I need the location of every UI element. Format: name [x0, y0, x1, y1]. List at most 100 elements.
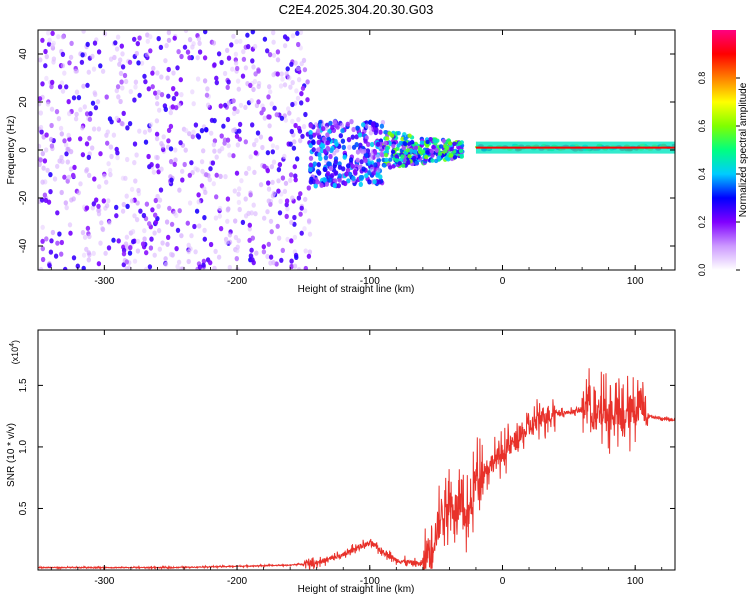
- spectrogram-cell: [269, 101, 274, 107]
- spectrogram-cell: [271, 39, 276, 45]
- spectrogram-cell: [296, 77, 302, 83]
- spectrogram-cell: [46, 41, 52, 47]
- spectrogram-cell: [223, 174, 228, 180]
- spectrogram-cell: [191, 101, 196, 107]
- spectrogram-cell: [279, 71, 284, 77]
- spectrogram-cell: [227, 264, 232, 270]
- spectrogram-cell: [279, 115, 285, 121]
- spectrogram-cell: [235, 244, 240, 250]
- spectrogram-cell: [308, 166, 313, 173]
- colorbar-tick-label: 0.4: [697, 168, 707, 181]
- spectrogram-cell: [108, 172, 113, 178]
- spectrogram-cell: [60, 51, 66, 58]
- spectrogram-cell: [54, 109, 60, 115]
- spectrogram-cell: [102, 31, 108, 37]
- spectrogram-cell: [189, 160, 194, 166]
- snr-y-multiplier: (x104): [9, 340, 20, 364]
- spectrogram-cell: [107, 116, 113, 122]
- spectrogram-cell: [48, 189, 53, 195]
- spectrogram-cell: [102, 173, 107, 179]
- spectrogram-cell: [170, 104, 175, 110]
- snr-y-multiplier-base: (x10: [10, 347, 20, 365]
- spectrogram-cell: [153, 197, 158, 204]
- spectrogram-cell: [407, 133, 412, 138]
- spectrogram-cell: [344, 171, 349, 177]
- spectrogram-cell: [43, 63, 48, 69]
- spectrogram-cell: [378, 174, 383, 180]
- spectrogram-cell: [303, 196, 308, 202]
- spectrogram-cell: [237, 121, 243, 127]
- spectrogram-cell: [358, 175, 364, 181]
- spectrogram-cell: [280, 76, 285, 82]
- spectrogram-cell: [280, 247, 285, 253]
- spectrogram-cell: [248, 192, 253, 198]
- spectrogram-cell: [187, 172, 192, 178]
- spectrogram-cell: [186, 249, 191, 255]
- spectrogram-cell: [345, 121, 350, 127]
- spectrogram-cell: [268, 136, 273, 142]
- spectrogram-cell: [361, 166, 366, 172]
- spectrogram-cell: [150, 84, 155, 90]
- spectrogram-cell: [147, 221, 152, 227]
- spectrogram-cell: [59, 189, 64, 196]
- spectrogram-cell: [333, 159, 338, 165]
- spectrogram-cell: [235, 78, 241, 84]
- spectrogram-cell: [134, 152, 139, 158]
- spectrogram-cell: [261, 249, 267, 255]
- spectrogram-cell: [266, 241, 271, 247]
- spectrogram-cell: [270, 179, 275, 185]
- spectrogram-cell: [99, 220, 104, 226]
- spectrogram-cell: [40, 179, 45, 185]
- spectrogram-cell: [233, 218, 238, 224]
- spectrogram-cell: [332, 182, 337, 189]
- spectrogram-cell: [64, 151, 69, 157]
- spectrogram-cell: [333, 170, 339, 176]
- spectrogram-cell: [65, 159, 71, 165]
- spectrogram-cell: [232, 127, 237, 133]
- spectrogram-cell: [355, 157, 360, 163]
- spectrogram-cell: [241, 56, 247, 62]
- spectrogram-cell: [44, 132, 49, 138]
- x-tick-label: -300: [94, 276, 114, 287]
- snr-frame: [37, 329, 676, 571]
- spectrogram-cell: [66, 99, 71, 105]
- spectrogram-cell: [59, 131, 64, 137]
- spectrogram-cell: [174, 246, 179, 252]
- spectrogram-cell: [149, 236, 154, 242]
- spectrogram-cell: [148, 245, 154, 251]
- spectrogram-cell: [154, 118, 160, 124]
- spectrogram-cell: [132, 36, 137, 42]
- spectrogram-cell: [125, 203, 130, 209]
- spectrogram-cell: [85, 82, 90, 88]
- spectrogram-cell: [338, 133, 343, 139]
- spectrogram-cell: [250, 257, 255, 263]
- spectrogram-cell: [253, 71, 258, 77]
- spectrogram-cell: [312, 161, 317, 167]
- spectrogram-cell: [265, 48, 270, 54]
- spectrogram-cell: [124, 259, 129, 265]
- spectrogram-cell: [271, 72, 276, 78]
- spectrogram-cell: [254, 137, 259, 143]
- spectrogram-cell: [123, 78, 129, 85]
- spectrogram-cell: [114, 146, 119, 152]
- spectrogram-cell: [225, 137, 231, 143]
- spectrogram-cell: [38, 157, 43, 163]
- spectrogram-cell: [285, 66, 290, 72]
- spectrogram-cell: [294, 254, 299, 260]
- spectrogram-cell: [334, 141, 339, 147]
- spectrogram-cell: [114, 115, 120, 121]
- spectrogram-cell: [373, 162, 378, 168]
- spectrogram-cell: [145, 38, 150, 44]
- spectrogram-cell: [214, 75, 219, 81]
- spectrogram-cell: [171, 95, 177, 102]
- spectrogram-cell: [132, 160, 137, 166]
- spectrogram-cell: [212, 62, 217, 68]
- spectrogram-cell: [138, 208, 143, 214]
- spectrogram-cell: [71, 196, 76, 202]
- spectrogram-cell: [378, 129, 383, 135]
- spectrogram-cell: [256, 83, 261, 90]
- spectrogram-cell: [250, 30, 255, 35]
- spectrogram-cell: [94, 197, 99, 203]
- spectrogram-cell: [111, 237, 116, 243]
- spectrogram-cell: [105, 129, 111, 135]
